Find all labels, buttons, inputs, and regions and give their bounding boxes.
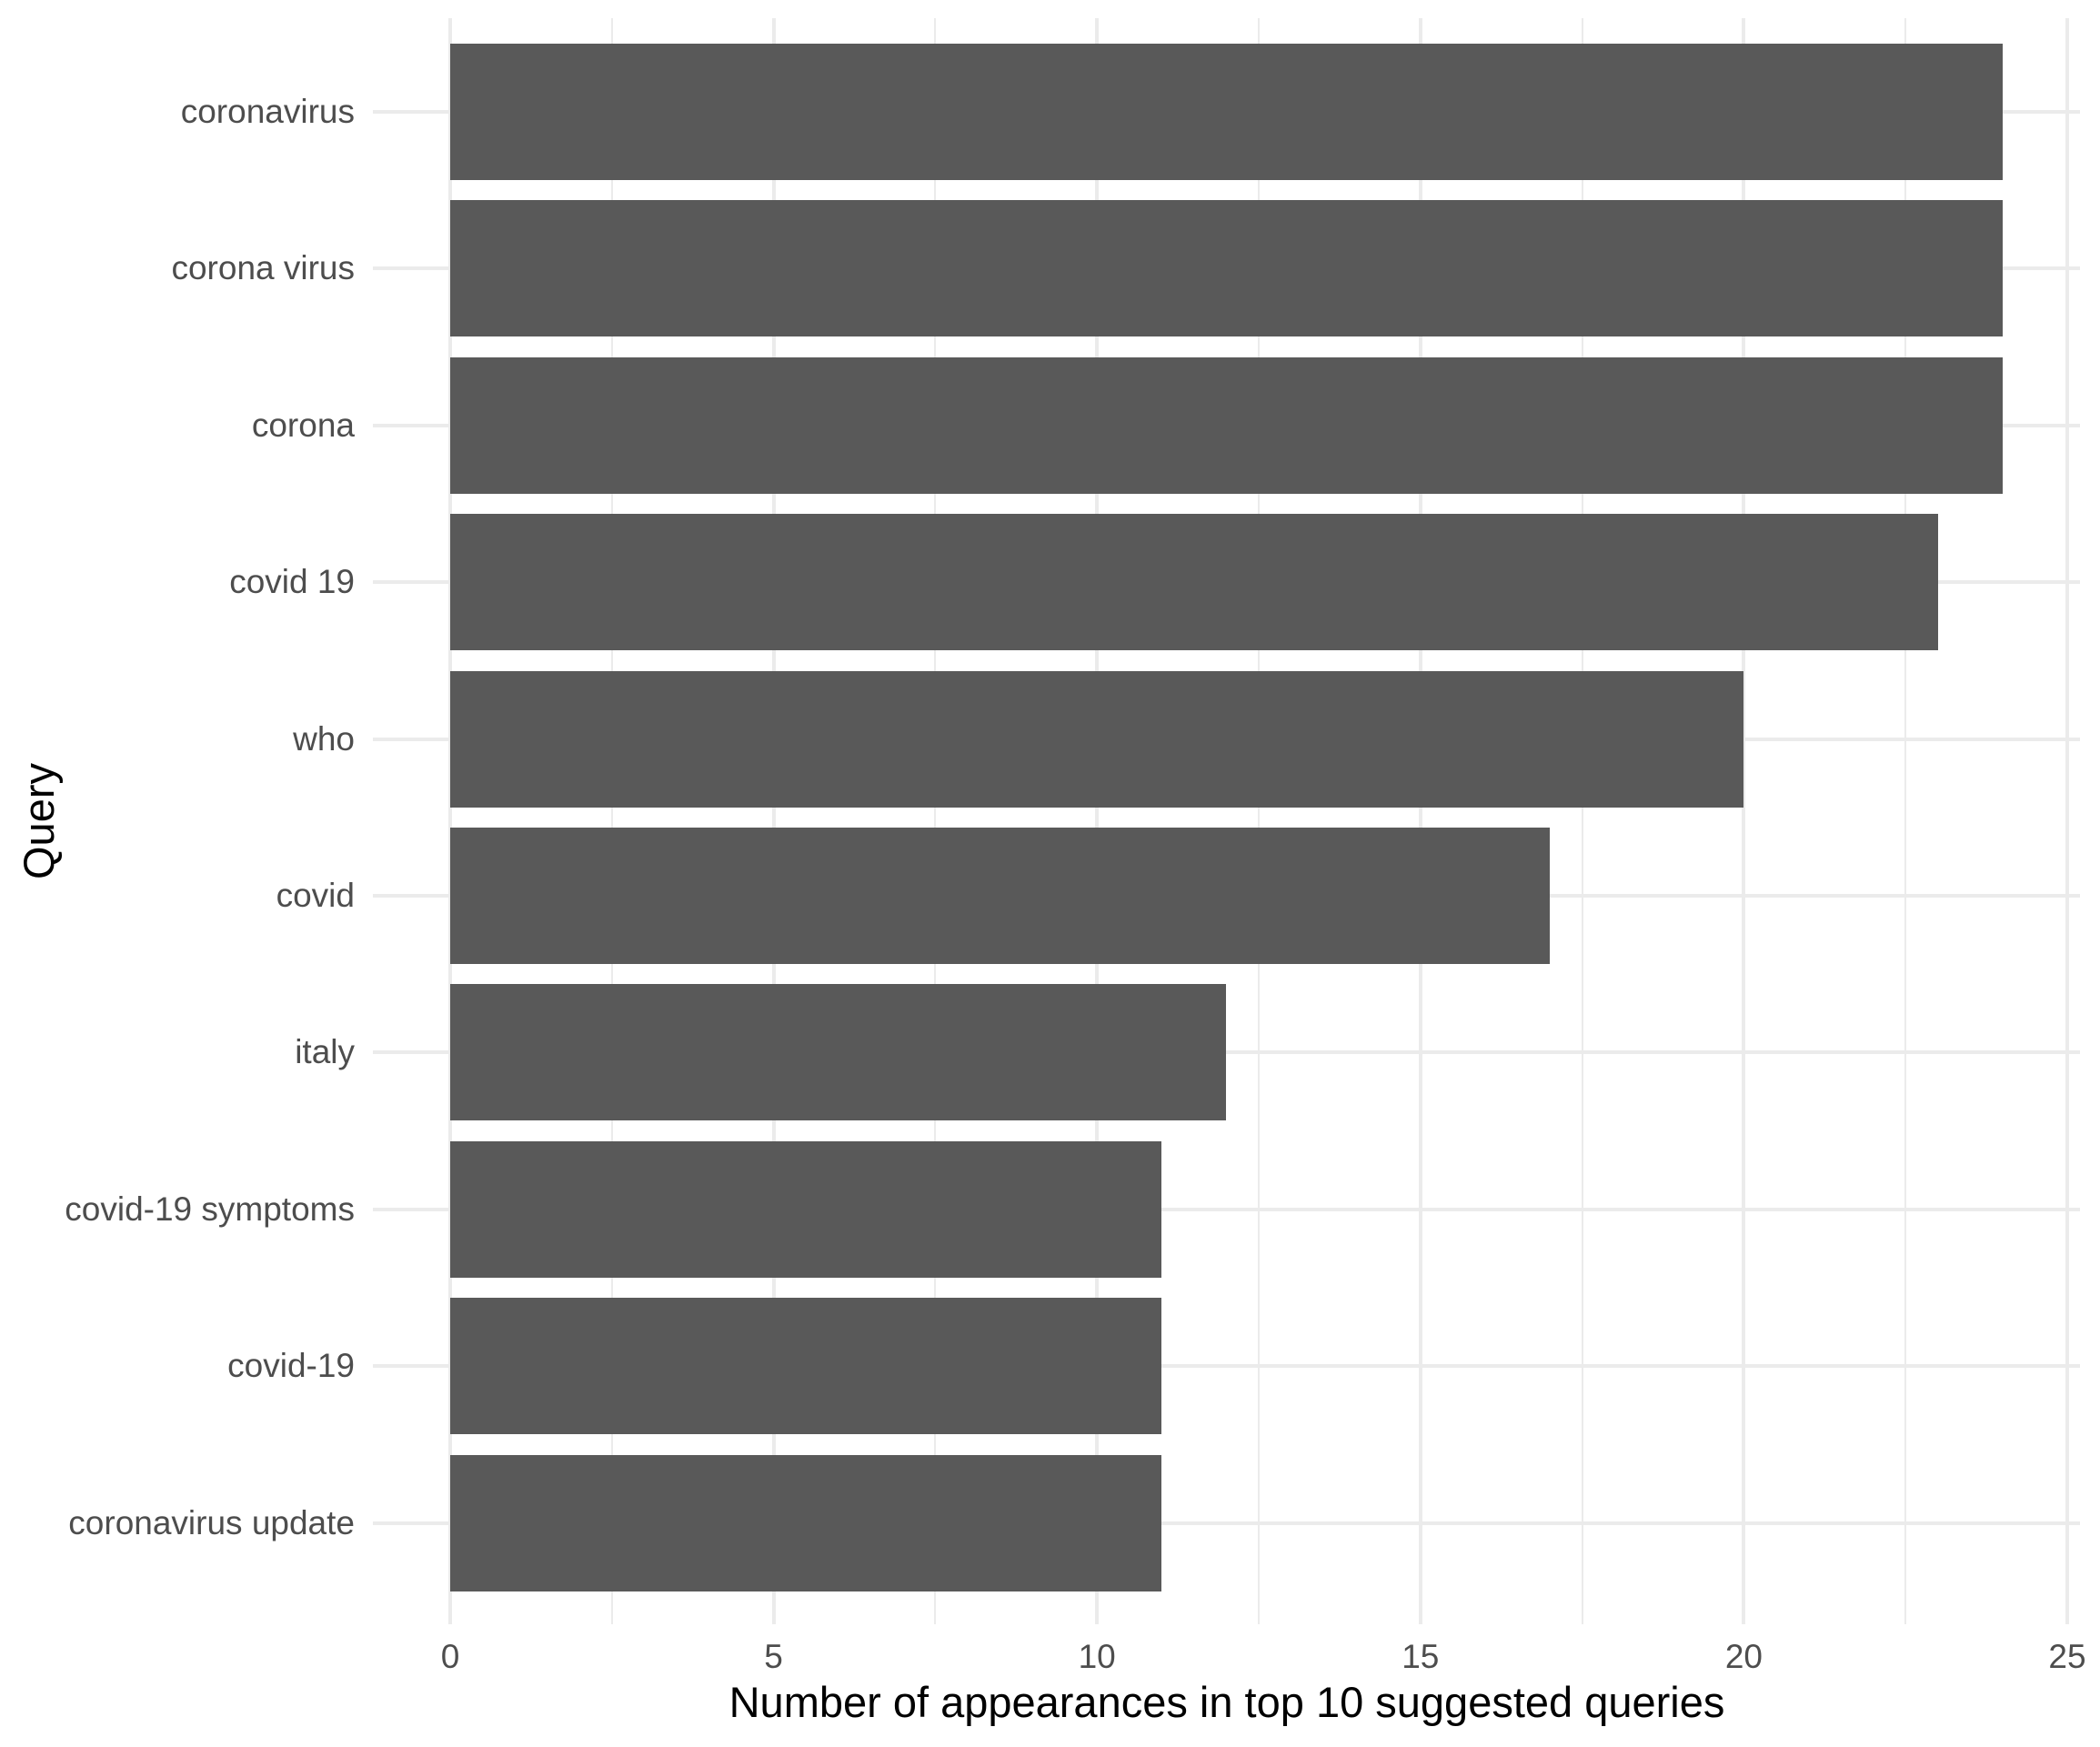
bar-italy	[450, 984, 1227, 1121]
y-tick-label: covid	[276, 877, 355, 914]
y-axis-title: Query	[15, 763, 63, 879]
bar-corona-virus	[450, 200, 2003, 337]
gridline-major-y	[373, 1207, 2080, 1211]
gridline-major-x	[1418, 18, 1422, 1624]
x-tick-label: 25	[2048, 1638, 2086, 1675]
bar-covid-19-symptoms	[450, 1140, 1162, 1278]
y-tick-label: corona	[251, 406, 355, 444]
y-tick-label: coronavirus update	[68, 1503, 355, 1541]
x-tick-label: 15	[1402, 1638, 1440, 1675]
gridline-major-y	[373, 1364, 2080, 1369]
bar-who	[450, 670, 1744, 808]
y-tick-label: who	[293, 719, 355, 758]
gridline-minor-x	[1258, 18, 1260, 1624]
y-tick-label: covid 19	[229, 563, 355, 601]
bar-covid-19	[450, 514, 1938, 651]
gridline-major-x	[771, 18, 776, 1624]
bar-covid	[450, 828, 1551, 964]
gridline-major-x	[2065, 18, 2069, 1624]
y-tick-label: corona virus	[171, 249, 355, 287]
gridline-major-y	[373, 1050, 2080, 1055]
bar-coronavirus-update	[450, 1454, 1162, 1591]
x-tick-label: 10	[1078, 1638, 1116, 1675]
gridline-minor-x	[610, 18, 613, 1624]
y-tick-label: covid-19 symptoms	[65, 1190, 355, 1228]
x-axis-title: Number of appearances in top 10 suggeste…	[728, 1678, 1725, 1726]
gridline-minor-x	[934, 18, 937, 1624]
y-tick-label: italy	[295, 1033, 355, 1071]
gridline-minor-x	[1904, 18, 1907, 1624]
bar-corona	[450, 356, 2003, 494]
gridline-major-x	[1742, 18, 1746, 1624]
bar-covid-19	[450, 1298, 1162, 1435]
gridline-major-x	[448, 18, 452, 1624]
gridline-minor-x	[1581, 18, 1583, 1624]
x-tick-label: 5	[764, 1638, 783, 1675]
y-tick-label: covid-19	[227, 1347, 355, 1385]
y-tick-label: coronavirus	[180, 93, 355, 130]
x-tick-label: 20	[1724, 1638, 1763, 1675]
gridline-major-x	[1095, 18, 1100, 1624]
x-tick-label: 0	[440, 1638, 460, 1675]
bar-coronavirus	[450, 44, 2003, 180]
gridline-major-y	[373, 1521, 2080, 1525]
